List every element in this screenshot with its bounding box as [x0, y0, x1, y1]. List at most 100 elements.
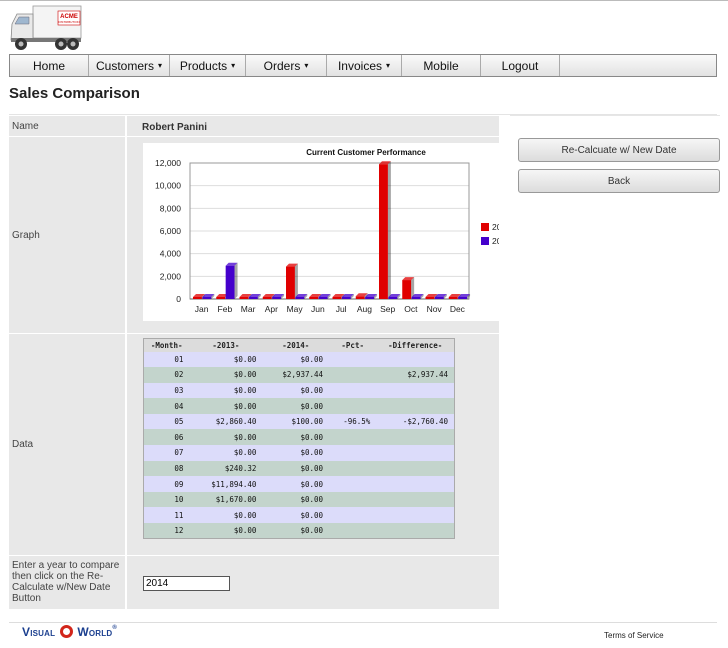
- row-year: Enter a year to compare then click on th…: [9, 556, 499, 610]
- bar-side-2014: [374, 294, 378, 299]
- table-cell: [376, 445, 455, 461]
- table-cell: 10: [143, 491, 190, 508]
- x-tick-label: Mar: [241, 304, 256, 314]
- table-cell: [329, 382, 377, 399]
- bar-top-2014: [295, 294, 308, 297]
- bar-2013-oct: [402, 280, 412, 299]
- year-cell: [129, 556, 499, 609]
- table-row: 11 $0.00 $0.00: [143, 507, 455, 524]
- table-row: 07 $0.00 $0.00: [143, 445, 455, 461]
- table-cell: [376, 476, 455, 492]
- table-cell: [329, 429, 377, 446]
- back-button[interactable]: Back: [518, 169, 720, 193]
- table-header: -Month-: [143, 338, 190, 352]
- bar-side-2014: [327, 294, 331, 299]
- bar-top-2013: [332, 294, 345, 297]
- table-row: 09 $11,894.40 $0.00: [143, 476, 455, 492]
- bar-top-2013: [193, 294, 205, 297]
- table-cell: $0.00: [262, 460, 330, 477]
- nav-orders[interactable]: Orders ▾: [246, 55, 327, 76]
- table-cell: [376, 491, 455, 508]
- table-cell: [376, 351, 455, 368]
- top-border: [0, 0, 728, 1]
- table-row: 02 $0.00 $2,937.44 $2,937.44: [143, 367, 455, 383]
- bar-2014-jul: [341, 297, 351, 299]
- table-cell: $2,937.44: [376, 367, 455, 383]
- table-cell: 03: [143, 382, 190, 399]
- bar-top-2014: [411, 294, 424, 297]
- name-label: Name: [9, 116, 127, 136]
- table-cell: 12: [143, 523, 190, 539]
- bar-top-2014: [365, 294, 378, 297]
- table-header: -2013-: [189, 338, 263, 352]
- table-cell: [376, 507, 455, 524]
- recalculate-button[interactable]: Re-Calcuate w/ New Date: [518, 138, 720, 162]
- bar-top-2013: [425, 294, 438, 297]
- chart-container: Current Customer Performance 0 2,000 4,000 6…: [143, 143, 511, 321]
- table-cell: [376, 523, 455, 539]
- bar-2014-mar: [248, 297, 258, 299]
- table-row: 05 $2,860.40 $100.00 -96.5% -$2,760.40: [143, 413, 455, 430]
- caret-down-icon: ▾: [304, 61, 309, 70]
- data-label: Data: [9, 334, 127, 555]
- table-cell: [376, 460, 455, 477]
- y-tick-label: 8,000: [160, 203, 182, 213]
- chart-title: Current Customer Performance: [306, 148, 426, 157]
- bar-top-2013: [355, 293, 368, 297]
- brand-post: World: [77, 625, 113, 639]
- terms-link[interactable]: Terms of Service: [604, 631, 664, 640]
- table-cell: [329, 507, 377, 524]
- sales-chart: Current Customer Performance 0 2,000 4,000 6…: [155, 148, 511, 314]
- main-nav: Home Customers ▾ Products ▾ Orders ▾ Invoices ▾ M…: [9, 54, 717, 77]
- table-cell: $0.00: [189, 382, 263, 399]
- table-cell: $0.00: [262, 476, 330, 492]
- table-cell: 09: [143, 476, 190, 492]
- brand-pre: Visual: [22, 625, 56, 639]
- nav-customers[interactable]: Customers ▾: [89, 55, 170, 76]
- bar-side-2014: [443, 294, 447, 299]
- caret-down-icon: ▾: [231, 61, 236, 70]
- table-cell: -$2,760.40: [376, 413, 455, 430]
- bar-top-2013: [286, 263, 298, 267]
- table-cell: [376, 382, 455, 399]
- bar-2014-nov: [434, 297, 444, 299]
- table-row: 04 $0.00 $0.00: [143, 398, 455, 414]
- bar-side-2013: [387, 161, 391, 299]
- y-tick-label: 6,000: [160, 226, 182, 236]
- nav-invoices[interactable]: Invoices ▾: [327, 55, 402, 76]
- nav-products[interactable]: Products ▾: [170, 55, 246, 76]
- table-cell: [329, 445, 377, 461]
- nav-label: Products: [179, 58, 228, 73]
- nav-logout[interactable]: Logout: [481, 55, 560, 76]
- year-input[interactable]: [143, 576, 230, 591]
- bar-side-2014: [257, 294, 261, 299]
- row-graph: Graph Current Customer Performance 0 2,000…: [9, 137, 511, 334]
- bar-top-2014: [458, 294, 471, 297]
- bar-side-2014: [211, 294, 215, 299]
- bar-2013-apr: [262, 297, 272, 299]
- y-tick-label: 4,000: [160, 249, 182, 259]
- bar-2013-jul: [332, 297, 342, 299]
- table-cell: $0.00: [262, 398, 330, 414]
- nav-mobile[interactable]: Mobile: [402, 55, 481, 76]
- x-tick-label: Oct: [404, 304, 418, 314]
- table-row: 03 $0.00 $0.00: [143, 382, 455, 399]
- table-cell: $0.00: [262, 445, 330, 461]
- table-cell: $100.00: [262, 413, 330, 430]
- table-cell: 08: [143, 460, 190, 477]
- nav-home[interactable]: Home: [10, 55, 89, 76]
- table-header: -Difference-: [376, 338, 455, 352]
- bar-2014-oct: [411, 297, 421, 299]
- graph-cell: Current Customer Performance 0 2,000 4,000 6…: [129, 137, 511, 333]
- bar-2013-aug: [355, 296, 365, 299]
- table-cell: $1,670.00: [189, 491, 263, 508]
- bar-2013-feb: [216, 297, 226, 299]
- bar-2013-sep: [379, 164, 388, 299]
- bar-2014-may: [295, 297, 305, 299]
- x-tick-label: Jul: [336, 304, 347, 314]
- table-cell: [329, 398, 377, 414]
- bar-top-2014: [341, 294, 354, 297]
- bar-top-2013: [262, 294, 275, 297]
- table-cell: $0.00: [189, 429, 263, 446]
- acme-truck-logo[interactable]: ACME DISTRIBUTION: [9, 4, 83, 52]
